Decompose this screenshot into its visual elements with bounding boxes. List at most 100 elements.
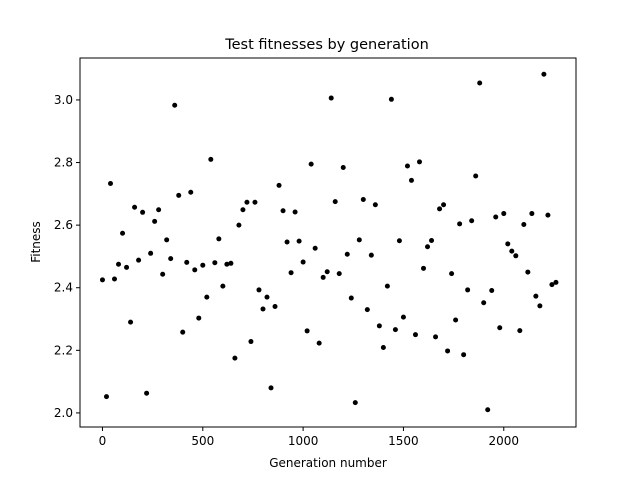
data-point (521, 222, 527, 227)
data-point (128, 319, 134, 325)
data-point (288, 270, 294, 276)
data-point (525, 269, 531, 275)
data-point (144, 390, 150, 396)
data-point (228, 260, 234, 266)
data-point (103, 394, 109, 400)
data-point (152, 218, 158, 224)
data-point (300, 259, 306, 265)
data-point (140, 209, 146, 215)
x-axis-ticks: 0 500 1000 1500 2000 (99, 427, 519, 448)
data-point (400, 314, 406, 320)
data-point (513, 253, 519, 259)
data-point (328, 95, 334, 101)
data-point (441, 202, 447, 208)
data-point (308, 161, 314, 167)
data-point (124, 264, 130, 270)
data-point (553, 279, 559, 285)
data-point (252, 199, 258, 205)
data-point (148, 250, 154, 256)
data-point (176, 192, 182, 198)
x-tick-label: 1000 (288, 434, 319, 448)
data-point (412, 332, 418, 338)
data-point (445, 348, 451, 354)
data-point (99, 277, 105, 283)
data-point (336, 271, 342, 277)
data-point (457, 221, 463, 227)
data-point (425, 244, 431, 250)
data-point (296, 238, 302, 244)
data-point (136, 257, 142, 263)
x-tick-label: 500 (191, 434, 214, 448)
data-point (160, 271, 166, 277)
data-point (541, 71, 547, 77)
data-point (312, 245, 318, 251)
data-point (292, 209, 298, 215)
data-point (465, 287, 471, 293)
data-point (364, 307, 370, 313)
data-point (220, 283, 226, 289)
data-point (396, 238, 402, 244)
x-axis-label: Generation number (269, 456, 387, 470)
data-point (268, 385, 274, 391)
data-point (404, 163, 410, 169)
data-point (260, 306, 266, 312)
data-point (272, 304, 278, 309)
data-point (545, 212, 551, 218)
data-point (449, 271, 455, 277)
data-point (421, 265, 427, 271)
data-point (316, 340, 322, 346)
y-tick-label: 2.2 (54, 343, 73, 357)
data-point (356, 237, 362, 243)
data-point (372, 202, 378, 208)
data-point (192, 267, 198, 273)
data-point (108, 181, 113, 186)
data-point (172, 102, 178, 108)
data-point (232, 355, 238, 361)
plot-area-frame (79, 57, 577, 428)
data-point (304, 328, 310, 334)
x-tick-label: 1500 (388, 434, 419, 448)
data-point (429, 237, 435, 243)
data-point (208, 156, 214, 162)
data-point (180, 329, 186, 335)
data-point (332, 199, 338, 205)
data-point (276, 182, 282, 188)
data-point (433, 334, 439, 340)
data-point (485, 407, 491, 413)
data-point (240, 207, 246, 213)
data-point (200, 262, 206, 268)
y-axis-label: Fitness (29, 221, 43, 263)
data-point (384, 283, 390, 289)
data-point (549, 282, 555, 288)
data-point (216, 236, 222, 242)
data-point (156, 207, 162, 213)
data-point (360, 196, 366, 202)
data-point (473, 173, 479, 179)
data-point (264, 294, 270, 300)
data-point (212, 260, 218, 266)
data-point (461, 352, 467, 358)
data-point (188, 189, 194, 195)
y-tick-label: 2.8 (54, 156, 73, 170)
data-point (244, 199, 250, 205)
data-point (120, 230, 126, 236)
data-point (236, 222, 242, 228)
y-axis-ticks: 2.0 2.2 2.4 2.6 2.8 3.0 (54, 93, 80, 420)
data-point (497, 325, 503, 331)
data-point (248, 339, 254, 345)
data-point (324, 269, 330, 275)
data-point (388, 96, 394, 102)
data-point (453, 317, 459, 323)
data-point (320, 274, 326, 280)
data-point (501, 211, 507, 217)
data-point (533, 293, 539, 299)
data-point (529, 211, 535, 217)
chart-title: Test fitnesses by generation (224, 37, 429, 53)
data-point (481, 300, 487, 306)
data-point (368, 252, 374, 258)
data-point (517, 328, 523, 334)
y-tick-label: 2.0 (54, 406, 73, 420)
x-tick-label: 2000 (488, 434, 519, 448)
